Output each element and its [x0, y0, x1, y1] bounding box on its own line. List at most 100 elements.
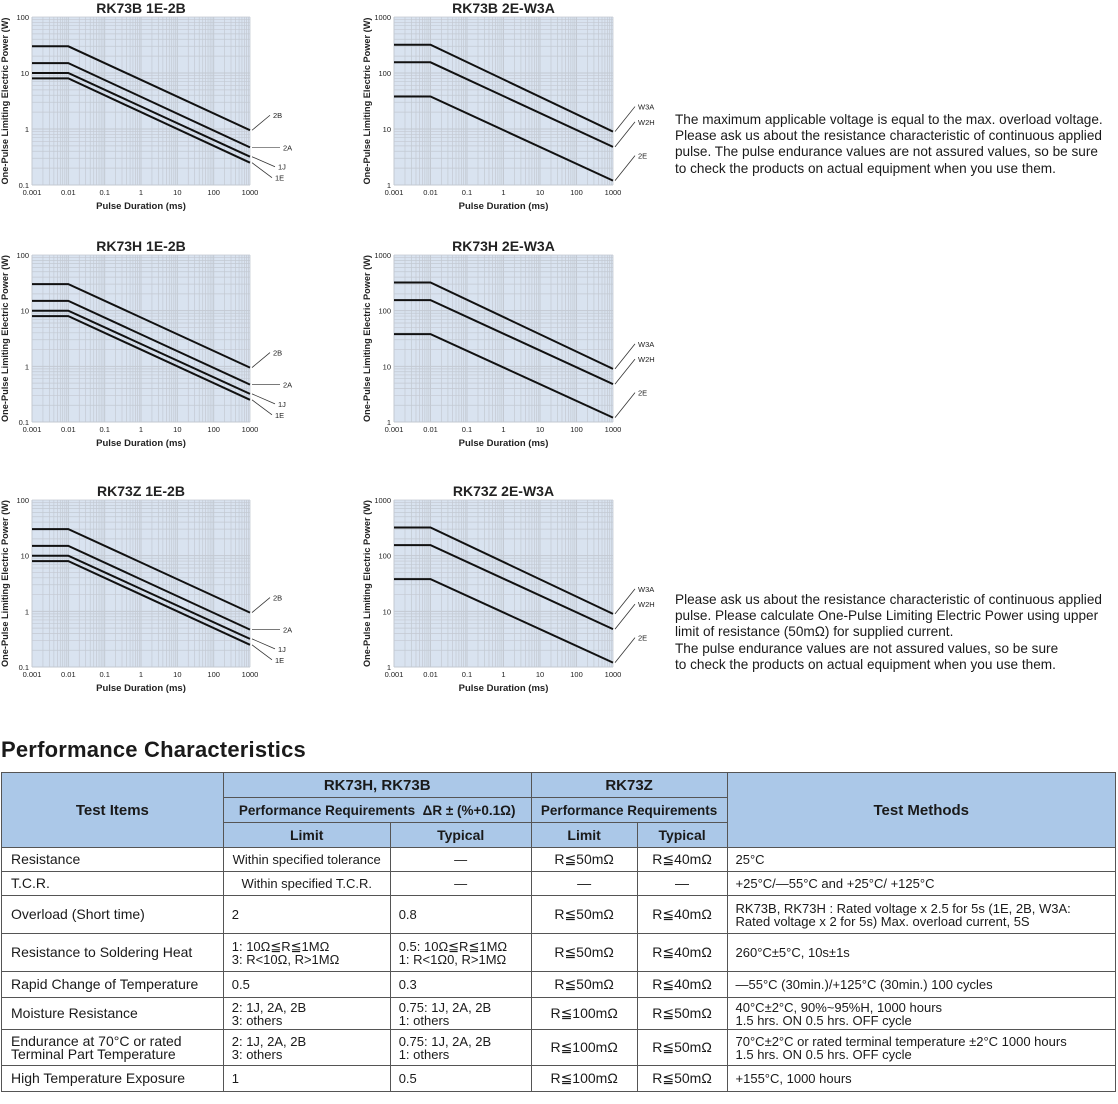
- x-tick-label: 0.1: [99, 670, 109, 679]
- series-label: 1J: [278, 400, 286, 409]
- cell-typical: 0.75: 1J, 2A, 2B 1: others: [389, 1029, 532, 1066]
- x-tick-label: 1000: [242, 425, 259, 434]
- series-line-2e: [394, 333, 614, 419]
- series-line-2a: [32, 544, 251, 631]
- y-tick-label: 100: [378, 69, 391, 78]
- x-tick-label: 0.1: [99, 188, 109, 197]
- cell-rk73z-limit-text: R≦50mΩ: [554, 976, 614, 992]
- cell-limit-text: 2: 1J, 2A, 2B 3: others: [231, 999, 307, 1028]
- cell-test-item: Resistance: [1, 847, 224, 872]
- cell-rk73z-limit-text: R≦100mΩ: [550, 1005, 618, 1021]
- x-tick-label: 100: [570, 670, 583, 679]
- header-test-items: Test Items: [1, 772, 224, 848]
- cell-test-item-text: Endurance at 70°C or rated Terminal Part…: [11, 1032, 182, 1062]
- header-typical-1: Typical: [389, 822, 532, 848]
- y-tick-label: 10: [21, 69, 29, 78]
- series-label: 2E: [638, 389, 647, 398]
- cell-limit-text: 1: 10Ω≦R≦1MΩ 3: R<10Ω, R>1MΩ: [231, 938, 340, 967]
- cell-typical-text: 0.75: 1J, 2A, 2B 1: others: [398, 1033, 492, 1062]
- cell-rk73z-limit: R≦50mΩ: [530, 895, 638, 934]
- cell-rk73z-typical-text: —: [675, 875, 690, 891]
- chart-rk73z-1e-2b: 2B 2A 1J 1E 0.1 1 10 100 0.001 0.01 0.1 1 10 100 1000 P…: [0, 483, 310, 697]
- cell-test-item-text: High Temperature Exposure: [11, 1070, 186, 1086]
- table-row: Endurance at 70°C or rated Terminal Part…: [1, 1029, 1117, 1066]
- x-axis-label: Pulse Duration (ms): [459, 438, 549, 449]
- cell-test-item: Resistance to Soldering Heat: [1, 933, 224, 972]
- header-performance-requirements-1: Performance Requirements ΔR ± (%+0.1Ω): [222, 797, 532, 823]
- cell-rk73z-limit: —: [530, 871, 638, 896]
- x-axis-label: Pulse Duration (ms): [459, 201, 549, 212]
- cell-limit: 1: 10Ω≦R≦1MΩ 3: R<10Ω, R>1MΩ: [222, 933, 391, 972]
- series-label: 2B: [273, 349, 282, 358]
- series-label: 2E: [638, 152, 647, 161]
- chart-title: RK73B 2E-W3A: [452, 0, 555, 16]
- table-row: Resistance to Soldering Heat 1: 10Ω≦R≦1MΩ…: [1, 933, 1117, 972]
- cell-typical: —: [389, 847, 532, 872]
- grid: [31, 499, 251, 668]
- note-top: The maximum applicable voltage is equal …: [675, 112, 1103, 176]
- x-axis-label: Pulse Duration (ms): [96, 201, 186, 212]
- series-line-1j: [32, 309, 251, 395]
- series-line-w2h: [394, 61, 614, 148]
- x-tick-label: 1000: [605, 188, 622, 197]
- x-tick-label: 1000: [242, 188, 259, 197]
- series-line-1e: [32, 77, 251, 164]
- cell-limit-text: Within specified tolerance: [232, 852, 381, 867]
- cell-typical: 0.5: 10Ω≦R≦1MΩ 1: R<1Ω0, R>1MΩ: [389, 933, 532, 972]
- cell-rk73z-limit-text: R≦50mΩ: [554, 944, 614, 960]
- cell-limit: 0.5: [222, 971, 391, 998]
- header-performance-requirements-2: Performance Requirements: [530, 797, 728, 823]
- series-label: 2A: [283, 626, 292, 635]
- y-tick-label: 1: [387, 663, 391, 672]
- cell-rk73z-typical: R≦50mΩ: [636, 997, 728, 1030]
- cell-test-item-text: T.C.R.: [11, 875, 50, 891]
- x-tick-label: 100: [207, 425, 220, 434]
- x-tick-label: 0.01: [61, 425, 76, 434]
- x-tick-label: 0.001: [23, 670, 42, 679]
- cell-rk73z-typical: R≦40mΩ: [636, 933, 728, 972]
- x-tick-label: 1: [139, 670, 143, 679]
- y-tick-label: 10: [21, 552, 29, 561]
- y-tick-label: 1: [387, 181, 391, 190]
- cell-rk73z-limit: R≦50mΩ: [530, 847, 638, 872]
- y-tick-label: 10: [383, 125, 391, 134]
- x-axis-label: Pulse Duration (ms): [459, 683, 549, 694]
- x-tick-label: 0.1: [462, 670, 472, 679]
- series-line-1e: [32, 560, 251, 646]
- x-tick-label: 1: [501, 670, 505, 679]
- cell-test-item-text: Rapid Change of Temperature: [11, 976, 199, 992]
- chart-rk73z-2e-w3a: W3A W2H 2E 1 10 100 1000 0.001 0.01 0.1 1 10 100 1000…: [362, 483, 673, 697]
- series-line-2a: [32, 299, 251, 386]
- x-tick-label: 100: [207, 670, 220, 679]
- y-tick-label: 10: [21, 307, 29, 316]
- series-line-w3a: [394, 281, 614, 370]
- cell-rk73z-typical: R≦40mΩ: [636, 895, 728, 934]
- cell-test-method: RK73B, RK73H : Rated voltage x 2.5 for 5…: [726, 895, 1117, 934]
- cell-test-item-text: Resistance: [11, 851, 81, 867]
- cell-rk73z-typical-text: R≦50mΩ: [652, 1070, 712, 1086]
- cell-test-item-text: Resistance to Soldering Heat: [11, 944, 193, 960]
- y-tick-label: 10: [383, 362, 391, 371]
- cell-rk73z-limit-text: R≦100mΩ: [550, 1070, 618, 1086]
- series-line-2e: [394, 95, 614, 182]
- series-label: 2A: [283, 381, 292, 390]
- cell-limit: 1: [222, 1065, 391, 1092]
- x-tick-label: 1000: [605, 670, 622, 679]
- x-tick-label: 0.01: [61, 670, 76, 679]
- cell-test-method: +25°C/—55°C and +25°C/ +125°C: [726, 871, 1117, 896]
- performance-table: Test Items RK73H, RK73B RK73Z Test Metho…: [1, 772, 1117, 1092]
- x-tick-label: 0.01: [423, 425, 438, 434]
- cell-rk73z-typical: R≦50mΩ: [636, 1065, 728, 1092]
- chart-title: RK73H 2E-W3A: [452, 238, 555, 254]
- cell-test-method: —55°C (30min.)/+125°C (30min.) 100 cycle…: [726, 971, 1117, 998]
- table-row: T.C.R. Within specified T.C.R. — — — +25°C/—5…: [1, 871, 1117, 896]
- series-label: 2E: [638, 634, 647, 643]
- x-tick-label: 0.001: [23, 188, 42, 197]
- header-test-methods: Test Methods: [726, 772, 1117, 848]
- series-line-w2h: [394, 544, 614, 631]
- y-axis-label: One-Pulse Limiting Electric Power (W): [362, 500, 372, 667]
- cell-test-method-text: 70°C±2°C or rated terminal temperature ±…: [735, 1033, 1067, 1062]
- cell-test-item: Rapid Change of Temperature: [1, 971, 224, 998]
- cell-limit: 2: [222, 895, 391, 934]
- x-tick-label: 100: [570, 425, 583, 434]
